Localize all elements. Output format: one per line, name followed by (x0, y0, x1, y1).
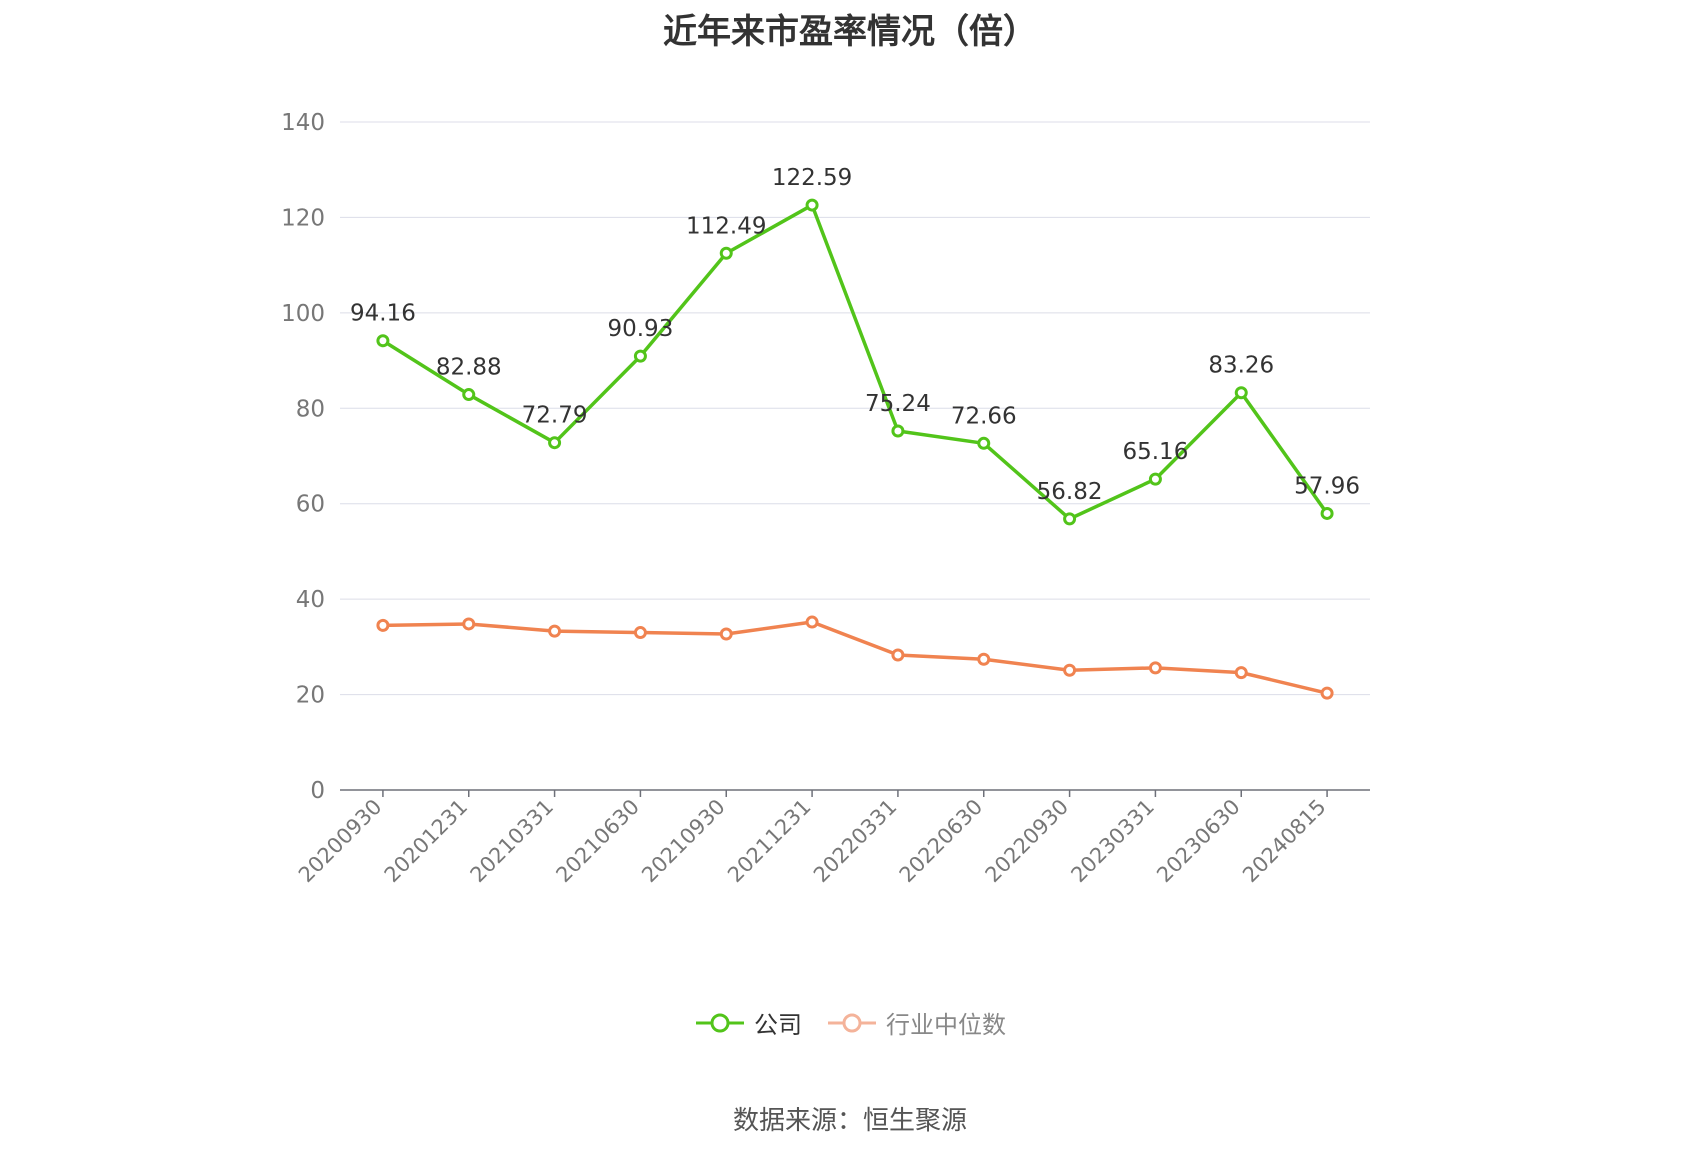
data-point-company (376, 334, 390, 348)
data-point-industry-median (719, 627, 733, 641)
data-point-industry-median (805, 615, 819, 629)
data-label: 90.93 (607, 316, 673, 342)
x-tick-label: 20201231 (380, 795, 473, 888)
y-tick-label: 20 (296, 683, 325, 709)
x-tick-label: 20210331 (466, 795, 559, 888)
legend-item-industry-median[interactable]: 行业中位数 (826, 1005, 1006, 1040)
data-point-industry-median (462, 617, 476, 631)
data-label: 75.24 (865, 391, 931, 417)
chart-title: 近年来市盈率情况（倍） (663, 12, 1037, 52)
data-point-industry-median (977, 652, 991, 666)
y-tick-label: 100 (281, 301, 325, 327)
data-point-industry-median (548, 624, 562, 638)
data-source: 数据来源：恒生聚源 (732, 1106, 967, 1136)
data-label: 122.59 (772, 165, 852, 191)
data-point-industry-median (891, 648, 905, 662)
series-line-company (381, 203, 1329, 521)
x-tick-label: 20220331 (809, 795, 902, 888)
data-point-company (1148, 472, 1162, 486)
data-point-industry-median (633, 626, 647, 640)
data-point-company (1234, 386, 1248, 400)
y-tick-label: 120 (281, 205, 325, 231)
x-tick-label: 20220630 (895, 795, 988, 888)
data-point-industry-median (1234, 666, 1248, 680)
x-tick-label: 20210930 (637, 795, 730, 888)
line-chart: 0 20 40 60 80 100 120 140 2020093020201231202103… (281, 110, 1370, 888)
data-label: 57.96 (1294, 473, 1360, 499)
y-tick-label: 140 (281, 110, 325, 136)
legend-item-company[interactable]: 公司 (694, 1005, 802, 1040)
legend-marker-company (696, 1013, 744, 1032)
data-point-company (805, 198, 819, 212)
series-line-industry-median (382, 620, 1328, 695)
x-tick-label: 20220930 (981, 795, 1074, 888)
data-label: 72.66 (951, 403, 1017, 429)
x-tick-label: 20210630 (551, 795, 644, 888)
legend-label-company: 公司 (754, 1011, 802, 1039)
data-label: 112.49 (686, 213, 766, 239)
data-point-industry-median (1320, 686, 1334, 700)
data-point-company (977, 436, 991, 450)
data-point-company (1320, 506, 1334, 520)
legend: 公司 行业中位数 (0, 1005, 1700, 1040)
y-tick-label: 0 (310, 778, 325, 804)
data-label: 83.26 (1208, 353, 1274, 379)
y-tick-label: 60 (296, 492, 325, 518)
data-label: 72.79 (522, 403, 588, 429)
data-point-company (1063, 512, 1077, 526)
data-label: 94.16 (350, 301, 416, 327)
x-tick-label: 20200930 (294, 795, 387, 888)
data-point-company (719, 246, 733, 260)
data-label: 82.88 (436, 355, 502, 381)
data-point-industry-median (1148, 661, 1162, 675)
data-label: 56.82 (1037, 479, 1103, 505)
legend-label-industry-median: 行业中位数 (886, 1011, 1006, 1039)
data-point-industry-median (376, 618, 390, 632)
data-point-company (891, 424, 905, 438)
data-point-company (633, 349, 647, 363)
x-tick-label: 20230331 (1066, 795, 1159, 888)
data-point-company (548, 436, 562, 450)
data-point-company (462, 388, 476, 402)
legend-marker-industry-median (828, 1013, 876, 1032)
y-tick-label: 80 (296, 396, 325, 422)
x-tick-label: 20211231 (723, 795, 816, 888)
x-tick-label: 20240815 (1238, 795, 1331, 888)
y-tick-label: 40 (296, 587, 325, 613)
x-tick-label: 20230630 (1152, 795, 1245, 888)
data-point-industry-median (1063, 663, 1077, 677)
data-label: 65.16 (1122, 439, 1188, 465)
